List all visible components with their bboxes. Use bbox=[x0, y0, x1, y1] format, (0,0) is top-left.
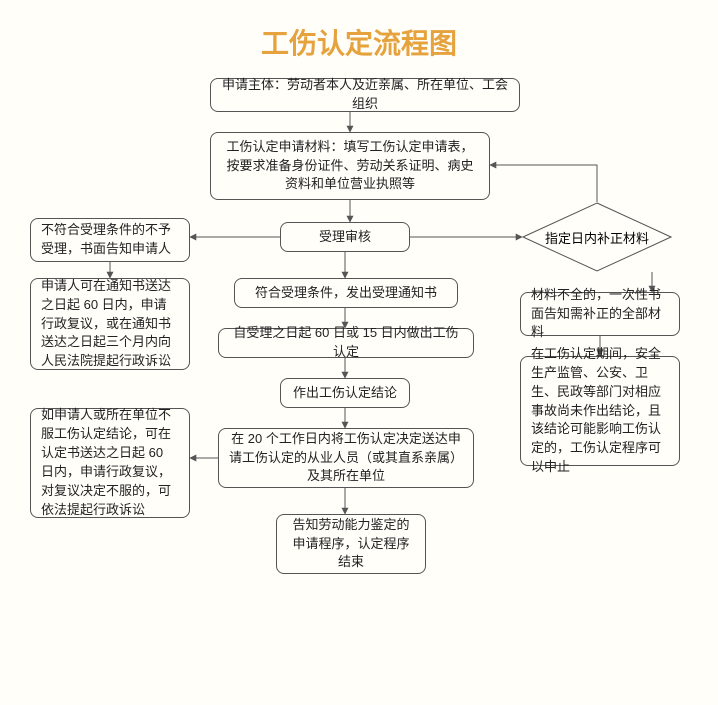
node-n10: 在 20 个工作日内将工伤认定决定送达申请工伤认定的从业人员（或其直系亲属）及其… bbox=[218, 428, 474, 488]
node-n11: 告知劳动能力鉴定的申请程序，认定程序结束 bbox=[276, 514, 426, 574]
node-d1-label: 指定日内补正材料 bbox=[522, 202, 672, 272]
node-n2: 工伤认定申请材料：填写工伤认定申请表，按要求准备身份证件、劳动关系证明、病史资料… bbox=[210, 132, 490, 200]
node-n12: 材料不全的，一次性书面告知需补正的全部材料 bbox=[520, 292, 680, 336]
node-n5: 申请人可在通知书送达之日起 60 日内，申请行政复议，或在通知书送达之日起三个月… bbox=[30, 278, 190, 370]
flowchart-title: 工伤认定流程图 bbox=[0, 22, 718, 62]
node-n7: 自受理之日起 60 日或 15 日内做出工伤认定 bbox=[218, 328, 474, 358]
node-n3: 受理审核 bbox=[280, 222, 410, 252]
node-d1: 指定日内补正材料 bbox=[522, 202, 672, 272]
node-n13: 在工伤认定期间，安全生产监管、公安、卫生、民政等部门对相应事故尚未作出结论，且该… bbox=[520, 356, 680, 466]
node-n9: 如申请人或所在单位不服工伤认定结论，可在认定书送达之日起 60 日内，申请行政复… bbox=[30, 408, 190, 518]
node-n4: 不符合受理条件的不予受理，书面告知申请人 bbox=[30, 218, 190, 262]
node-n6: 符合受理条件，发出受理通知书 bbox=[234, 278, 458, 308]
node-n8: 作出工伤认定结论 bbox=[280, 378, 410, 408]
node-n1: 申请主体：劳动者本人及近亲属、所在单位、工会组织 bbox=[210, 78, 520, 112]
edge-d1-n2 bbox=[490, 165, 597, 202]
